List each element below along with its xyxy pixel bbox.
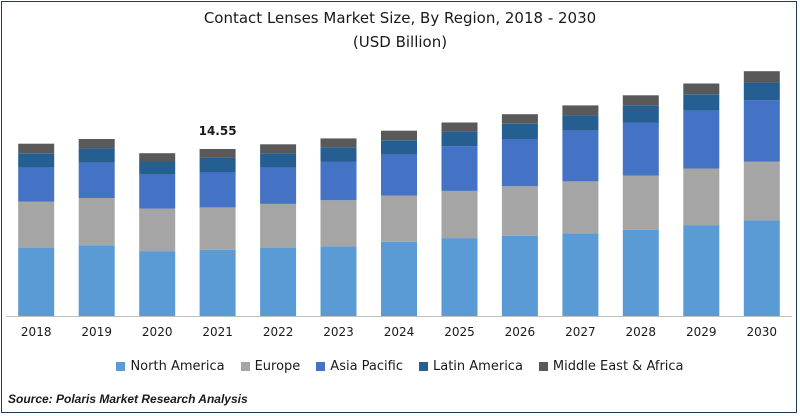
chart-title: Contact Lenses Market Size, By Region, 2…	[203, 9, 597, 27]
bar-segment-asia-pacific-2029	[683, 110, 720, 169]
bar-segment-middle-east-africa-2029	[683, 83, 720, 95]
chart-legend: North America Europe Asia Pacific Latin Ame…	[0, 359, 800, 374]
legend-label: Asia Pacific	[330, 359, 403, 374]
bar-segment-asia-pacific-2021	[199, 172, 236, 208]
bar-segment-asia-pacific-2020	[139, 174, 176, 209]
bar-segment-latin-america-2029	[683, 94, 720, 111]
x-tick-label-2020: 2020	[142, 325, 173, 339]
x-tick-label-2027: 2027	[565, 325, 596, 339]
bar-segment-latin-america-2030	[743, 82, 780, 101]
x-tick-label-2022: 2022	[263, 325, 294, 339]
bar-segment-europe-2027	[562, 181, 599, 234]
bar-segment-latin-america-2028	[622, 106, 659, 123]
x-tick-label-2018: 2018	[21, 325, 52, 339]
bar-segment-asia-pacific-2019	[78, 162, 115, 198]
bar-segment-north-america-2020	[139, 251, 176, 316]
bar-segment-middle-east-africa-2030	[743, 71, 780, 83]
bar-segment-asia-pacific-2027	[562, 130, 599, 182]
legend-item-europe: Europe	[240, 359, 301, 374]
bar-segment-asia-pacific-2030	[743, 100, 780, 162]
bar-segment-asia-pacific-2018	[18, 167, 55, 202]
bar-segment-latin-america-2021	[199, 157, 236, 173]
bar-segment-europe-2019	[78, 198, 115, 246]
bar-segment-north-america-2021	[199, 249, 236, 316]
bar-segment-latin-america-2020	[139, 161, 176, 175]
legend-swatch	[316, 362, 326, 371]
bar-segment-middle-east-africa-2018	[18, 143, 55, 154]
bar-segment-middle-east-africa-2023	[320, 138, 357, 148]
bar-segment-middle-east-africa-2028	[622, 95, 659, 106]
legend-label: North America	[130, 359, 225, 374]
bar-segment-north-america-2026	[501, 235, 538, 316]
bar-segment-middle-east-africa-2026	[501, 114, 538, 124]
bar-segment-europe-2023	[320, 200, 357, 247]
bar-segment-middle-east-africa-2027	[562, 105, 599, 116]
bar-segment-latin-america-2023	[320, 147, 357, 162]
bar-segment-north-america-2027	[562, 233, 599, 316]
x-tick-label-2030: 2030	[747, 325, 778, 339]
bar-segment-middle-east-africa-2025	[441, 122, 478, 132]
bar-segment-north-america-2024	[381, 241, 417, 316]
bar-segment-north-america-2018	[18, 247, 55, 316]
bar-segment-asia-pacific-2026	[501, 139, 538, 187]
bar-segment-north-america-2028	[622, 229, 659, 316]
bar-segment-europe-2028	[622, 175, 659, 230]
x-tick-label-2025: 2025	[444, 325, 475, 339]
chart-subtitle: (USD Billion)	[352, 33, 448, 51]
bar-segment-latin-america-2024	[381, 140, 417, 155]
bar-segment-asia-pacific-2025	[441, 146, 478, 191]
bar-segment-asia-pacific-2024	[381, 154, 417, 196]
bar-segment-latin-america-2019	[78, 148, 115, 163]
x-tick-label-2023: 2023	[323, 325, 354, 339]
x-tick-label-2029: 2029	[686, 325, 717, 339]
legend-label: Europe	[254, 359, 301, 374]
bar-segment-latin-america-2027	[562, 115, 599, 131]
data-label-2021: 14.55	[199, 124, 237, 138]
bar-segment-north-america-2023	[320, 246, 357, 316]
x-tick-label-2028: 2028	[626, 325, 657, 339]
bar-segment-europe-2030	[743, 161, 780, 221]
bar-segment-latin-america-2025	[441, 131, 478, 147]
bar-segment-europe-2020	[139, 208, 176, 252]
bar-segment-middle-east-africa-2024	[381, 130, 417, 141]
legend-swatch	[538, 362, 548, 371]
bar-segment-europe-2026	[501, 186, 538, 236]
bar-segment-asia-pacific-2023	[320, 161, 357, 201]
legend-item-north-america: North America	[116, 359, 225, 374]
bar-segment-asia-pacific-2028	[622, 122, 659, 176]
bar-segment-europe-2025	[441, 190, 478, 239]
source-note: Source: Polaris Market Research Analysis	[8, 392, 248, 406]
bar-segment-europe-2021	[199, 207, 236, 250]
x-tick-label-2021: 2021	[202, 325, 233, 339]
legend-label: Middle East & Africa	[552, 359, 684, 374]
bar-segment-north-america-2025	[441, 238, 478, 316]
x-tick-label-2024: 2024	[384, 325, 415, 339]
bar-segment-latin-america-2022	[260, 153, 297, 168]
bar-segment-middle-east-africa-2022	[260, 144, 297, 154]
bar-segment-europe-2018	[18, 201, 55, 248]
bar-segment-europe-2029	[683, 168, 720, 226]
bar-segment-latin-america-2018	[18, 153, 55, 168]
bar-segment-middle-east-africa-2021	[199, 149, 236, 158]
legend-item-asia-pacific: Asia Pacific	[316, 359, 403, 374]
bar-segment-north-america-2022	[260, 247, 297, 316]
x-tick-label-2026: 2026	[505, 325, 536, 339]
bar-segment-north-america-2019	[78, 245, 115, 316]
bar-segment-europe-2024	[381, 195, 417, 242]
legend-item-latin-america: Latin America	[419, 359, 523, 374]
legend-swatch	[116, 362, 126, 371]
x-tick-label-2019: 2019	[81, 325, 112, 339]
bar-segment-north-america-2029	[683, 225, 720, 316]
bar-segment-middle-east-africa-2019	[78, 139, 115, 149]
bar-segment-middle-east-africa-2020	[139, 153, 176, 162]
bar-segment-asia-pacific-2022	[260, 167, 297, 204]
legend-swatch	[240, 362, 250, 371]
legend-swatch	[419, 362, 428, 371]
legend-item-middle-east-africa: Middle East & Africa	[538, 359, 684, 374]
bar-segment-latin-america-2026	[501, 123, 538, 139]
legend-label: Latin America	[433, 359, 523, 374]
bar-segment-europe-2022	[260, 203, 297, 248]
bar-segment-north-america-2030	[743, 220, 780, 316]
